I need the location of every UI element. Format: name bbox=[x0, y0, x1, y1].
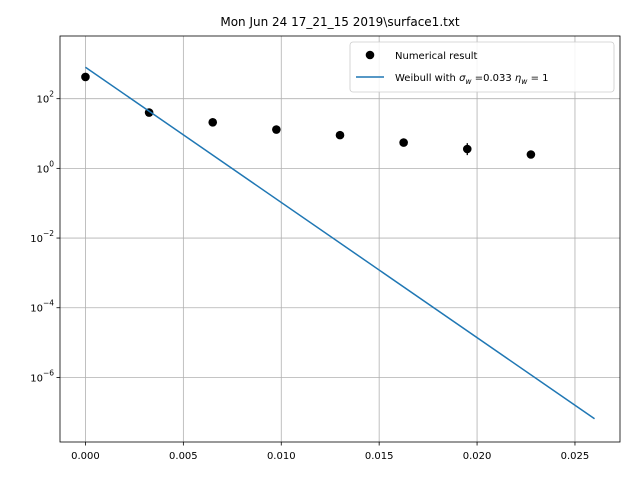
y-tick-label: 100 bbox=[36, 159, 54, 175]
legend: Numerical result Weibull with σw =0.033 η… bbox=[349, 41, 615, 93]
legend-frame bbox=[349, 41, 615, 93]
data-point bbox=[399, 138, 408, 147]
data-point bbox=[526, 150, 536, 159]
chart-title: Mon Jun 24 17_21_15 2019\surface1.txt bbox=[220, 15, 460, 29]
x-tick-label: 0.000 bbox=[71, 451, 100, 462]
y-tick-label: 10−4 bbox=[30, 299, 54, 315]
y-tick-label: 102 bbox=[36, 90, 54, 106]
data-point bbox=[462, 144, 472, 154]
x-tick-label: 0.020 bbox=[463, 451, 492, 462]
data-point bbox=[208, 118, 218, 127]
axes: 0.000 0.005 0.010 0.015 0.020 0.025 102 100 10−2… bbox=[30, 90, 589, 462]
legend-label-numerical: Numerical result bbox=[395, 51, 478, 62]
data-point bbox=[81, 72, 90, 82]
legend-marker-numerical bbox=[365, 50, 375, 60]
legend-label-weibull: Weibull with σw =0.033 ηw = 1 bbox=[395, 73, 549, 86]
grid bbox=[60, 36, 620, 442]
x-tick-label: 0.025 bbox=[561, 451, 590, 462]
x-tick-label: 0.010 bbox=[267, 451, 296, 462]
x-tick-label: 0.015 bbox=[365, 451, 394, 462]
x-tick-label: 0.005 bbox=[169, 451, 198, 462]
data-point bbox=[272, 125, 281, 134]
y-tick-label: 10−2 bbox=[30, 229, 54, 245]
weibull-line bbox=[85, 66, 595, 420]
plot-frame bbox=[59, 35, 621, 443]
data-point bbox=[335, 130, 345, 140]
y-tick-label: 10−6 bbox=[30, 368, 54, 384]
series-layer bbox=[81, 66, 595, 420]
